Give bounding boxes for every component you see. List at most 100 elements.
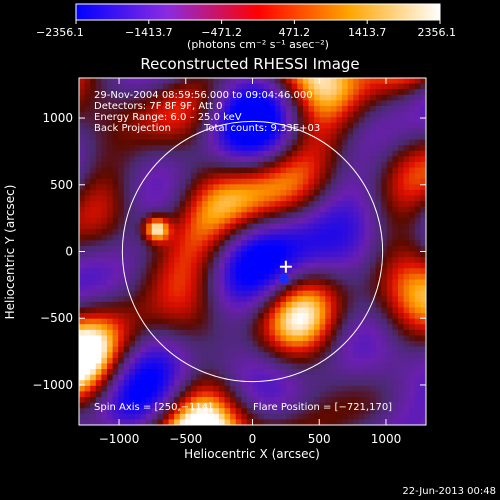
heatmap-cell bbox=[252, 346, 259, 353]
heatmap-cell bbox=[286, 352, 293, 359]
heatmap-cell bbox=[409, 341, 416, 348]
heatmap-cell bbox=[90, 167, 97, 174]
heatmap-cell bbox=[235, 234, 242, 241]
heatmap-cell bbox=[414, 363, 422, 370]
heatmap-cell bbox=[151, 122, 158, 129]
heatmap-cell bbox=[140, 335, 147, 342]
heatmap-cell bbox=[146, 178, 153, 185]
heatmap-cell bbox=[319, 145, 326, 152]
heatmap-cell bbox=[274, 111, 282, 118]
heatmap-cell bbox=[185, 111, 192, 118]
heatmap-cell bbox=[218, 296, 226, 303]
heatmap-cell bbox=[386, 156, 394, 163]
heatmap-cell bbox=[291, 290, 298, 297]
heatmap-cell bbox=[286, 100, 293, 107]
heatmap-cell bbox=[224, 324, 231, 331]
heatmap-cell bbox=[90, 268, 97, 275]
heatmap-cell bbox=[258, 402, 265, 409]
heatmap-cell bbox=[269, 105, 276, 113]
heatmap-cell bbox=[381, 212, 388, 219]
heatmap-cell bbox=[213, 318, 220, 325]
heatmap-cell bbox=[336, 374, 343, 381]
heatmap-cell bbox=[84, 133, 91, 141]
heatmap-cell bbox=[297, 380, 304, 387]
heatmap-cell bbox=[129, 329, 136, 337]
heatmap-cell bbox=[241, 167, 248, 174]
heatmap-cell bbox=[207, 240, 214, 247]
heatmap-cell bbox=[420, 150, 426, 157]
heatmap-cell bbox=[174, 257, 181, 264]
heatmap-cell bbox=[101, 229, 108, 236]
heatmap-cell bbox=[314, 217, 321, 225]
heatmap-cell bbox=[101, 223, 108, 230]
heatmap-cell bbox=[174, 329, 181, 337]
heatmap-cell bbox=[297, 257, 304, 264]
heatmap-cell bbox=[235, 156, 242, 163]
heatmap-cell bbox=[398, 178, 405, 185]
heatmap-cell bbox=[207, 234, 214, 241]
heatmap-cell bbox=[258, 391, 265, 398]
heatmap-cell bbox=[123, 229, 130, 236]
heatmap-cell bbox=[336, 145, 343, 152]
heatmap-cell bbox=[364, 150, 371, 157]
heatmap-cell bbox=[140, 352, 147, 359]
heatmap-cell bbox=[375, 105, 382, 113]
heatmap-cell bbox=[381, 195, 388, 202]
heatmap-cell bbox=[185, 413, 192, 421]
heatmap-cell bbox=[196, 156, 203, 163]
heatmap-cell bbox=[95, 341, 102, 348]
heatmap-cell bbox=[140, 122, 147, 129]
heatmap-cell bbox=[224, 184, 231, 191]
heatmap-cell bbox=[347, 206, 354, 213]
heatmap-cell bbox=[235, 139, 242, 146]
heatmap-cell bbox=[358, 212, 366, 219]
heatmap-cell bbox=[353, 318, 360, 325]
heatmap-cell bbox=[118, 402, 125, 409]
heatmap-cell bbox=[79, 89, 86, 96]
heatmap-cell bbox=[319, 178, 326, 185]
heatmap-cell bbox=[162, 374, 170, 381]
heatmap-cell bbox=[398, 217, 405, 225]
heatmap-cell bbox=[302, 133, 310, 141]
heatmap-cell bbox=[106, 369, 114, 376]
heatmap-cell bbox=[274, 117, 282, 124]
heatmap-cell bbox=[84, 391, 91, 398]
heatmap-cell bbox=[325, 397, 332, 404]
heatmap-cell bbox=[297, 262, 304, 269]
heatmap-cell bbox=[325, 357, 332, 365]
heatmap-cell bbox=[185, 78, 192, 85]
heatmap-cell bbox=[403, 173, 410, 180]
heatmap-cell bbox=[302, 279, 310, 286]
heatmap-cell bbox=[269, 385, 276, 393]
heatmap-cell bbox=[129, 133, 136, 141]
heatmap-cell bbox=[280, 128, 287, 135]
heatmap-cell bbox=[314, 402, 321, 409]
heatmap-cell bbox=[325, 296, 332, 303]
heatmap-cell bbox=[269, 117, 276, 124]
heatmap-cell bbox=[235, 279, 242, 286]
heatmap-cell bbox=[347, 273, 354, 281]
heatmap-cell bbox=[146, 201, 153, 208]
heatmap-cell bbox=[246, 313, 254, 320]
heatmap-cell bbox=[319, 363, 326, 370]
heatmap-cell bbox=[392, 285, 399, 292]
heatmap-cell bbox=[392, 234, 399, 241]
heatmap-cell bbox=[118, 100, 125, 107]
heatmap-cell bbox=[263, 385, 270, 393]
heatmap-cell bbox=[90, 234, 97, 241]
heatmap-cell bbox=[157, 285, 164, 292]
heatmap-cell bbox=[106, 150, 114, 157]
heatmap-cell bbox=[162, 178, 170, 185]
heatmap-cell bbox=[146, 369, 153, 376]
heatmap-cell bbox=[308, 245, 315, 253]
heatmap-cell bbox=[84, 240, 91, 247]
heatmap-cell bbox=[297, 234, 304, 241]
heatmap-cell bbox=[185, 397, 192, 404]
heatmap-cell bbox=[84, 161, 91, 169]
heatmap-cell bbox=[202, 273, 209, 281]
heatmap-cell bbox=[319, 234, 326, 241]
heatmap-cell bbox=[196, 329, 203, 337]
heatmap-cell bbox=[129, 161, 136, 169]
heatmap-cell bbox=[168, 346, 175, 353]
heatmap-cell bbox=[190, 318, 198, 325]
